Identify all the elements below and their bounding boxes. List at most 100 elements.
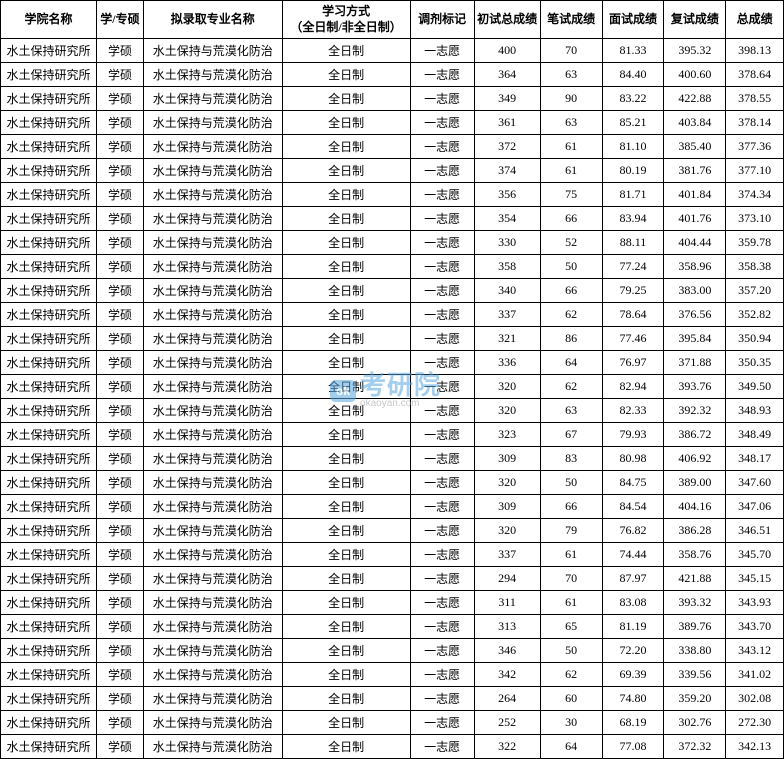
table-cell: 水土保持与荒漠化防治	[143, 111, 282, 135]
table-cell: 80.98	[602, 447, 664, 471]
table-cell: 水土保持研究所	[1, 591, 97, 615]
table-cell: 356	[474, 183, 540, 207]
table-cell: 一志愿	[410, 303, 474, 327]
table-cell: 学硕	[97, 327, 144, 351]
table-cell: 337	[474, 543, 540, 567]
table-header-cell: 学院名称	[1, 1, 97, 39]
table-cell: 341.02	[726, 663, 784, 687]
table-cell: 水土保持研究所	[1, 447, 97, 471]
table-cell: 一志愿	[410, 735, 474, 759]
table-cell: 水土保持与荒漠化防治	[143, 615, 282, 639]
table-cell: 一志愿	[410, 567, 474, 591]
table-cell: 一志愿	[410, 63, 474, 87]
table-cell: 52	[540, 231, 602, 255]
table-cell: 60	[540, 687, 602, 711]
table-row: 水土保持研究所学硕水土保持与荒漠化防治全日制一志愿4007081.33395.3…	[1, 39, 784, 63]
table-row: 水土保持研究所学硕水土保持与荒漠化防治全日制一志愿3465072.20338.8…	[1, 639, 784, 663]
table-cell: 378.14	[726, 111, 784, 135]
table-cell: 水土保持与荒漠化防治	[143, 447, 282, 471]
table-cell: 水土保持研究所	[1, 207, 97, 231]
table-cell: 学硕	[97, 663, 144, 687]
table-cell: 一志愿	[410, 687, 474, 711]
table-cell: 85.21	[602, 111, 664, 135]
table-cell: 水土保持与荒漠化防治	[143, 567, 282, 591]
table-cell: 68.19	[602, 711, 664, 735]
table-row: 水土保持研究所学硕水土保持与荒漠化防治全日制一志愿3366476.97371.8…	[1, 351, 784, 375]
table-cell: 全日制	[282, 207, 410, 231]
table-cell: 76.82	[602, 519, 664, 543]
table-cell: 422.88	[664, 87, 726, 111]
table-cell: 349.50	[726, 375, 784, 399]
table-cell: 水土保持研究所	[1, 63, 97, 87]
table-row: 水土保持研究所学硕水土保持与荒漠化防治全日制一志愿3406679.25383.0…	[1, 279, 784, 303]
table-cell: 水土保持与荒漠化防治	[143, 375, 282, 399]
table-cell: 294	[474, 567, 540, 591]
table-cell: 一志愿	[410, 255, 474, 279]
table-header-cell: 总成绩	[726, 1, 784, 39]
table-cell: 69.39	[602, 663, 664, 687]
table-cell: 水土保持与荒漠化防治	[143, 423, 282, 447]
table-cell: 86	[540, 327, 602, 351]
table-cell: 77.24	[602, 255, 664, 279]
table-cell: 359.20	[664, 687, 726, 711]
table-cell: 学硕	[97, 87, 144, 111]
table-cell: 学硕	[97, 543, 144, 567]
table-cell: 336	[474, 351, 540, 375]
table-cell: 83	[540, 447, 602, 471]
admission-results-table: 学院名称学/专硕拟录取专业名称学习方式（全日制/非全日制）调剂标记初试总成绩笔试…	[0, 0, 784, 759]
table-cell: 75	[540, 183, 602, 207]
table-cell: 50	[540, 639, 602, 663]
table-cell: 水土保持与荒漠化防治	[143, 207, 282, 231]
table-header-cell: 复试成绩	[664, 1, 726, 39]
table-cell: 学硕	[97, 183, 144, 207]
table-cell: 学硕	[97, 687, 144, 711]
table-cell: 62	[540, 303, 602, 327]
table-cell: 水土保持研究所	[1, 279, 97, 303]
table-cell: 学硕	[97, 111, 144, 135]
table-cell: 378.64	[726, 63, 784, 87]
table-cell: 水土保持与荒漠化防治	[143, 63, 282, 87]
table-cell: 一志愿	[410, 543, 474, 567]
table-cell: 一志愿	[410, 519, 474, 543]
table-cell: 320	[474, 375, 540, 399]
table-cell: 一志愿	[410, 327, 474, 351]
table-cell: 350.35	[726, 351, 784, 375]
table-cell: 83.94	[602, 207, 664, 231]
table-cell: 水土保持研究所	[1, 615, 97, 639]
table-cell: 水土保持与荒漠化防治	[143, 495, 282, 519]
table-cell: 水土保持研究所	[1, 303, 97, 327]
table-cell: 346	[474, 639, 540, 663]
table-cell: 358.96	[664, 255, 726, 279]
table-cell: 70	[540, 567, 602, 591]
table-cell: 50	[540, 255, 602, 279]
table-cell: 水土保持研究所	[1, 711, 97, 735]
table-row: 水土保持研究所学硕水土保持与荒漠化防治全日制一志愿3205084.75389.0…	[1, 471, 784, 495]
table-cell: 66	[540, 495, 602, 519]
table-cell: 一志愿	[410, 87, 474, 111]
table-cell: 74.44	[602, 543, 664, 567]
table-cell: 345.15	[726, 567, 784, 591]
table-cell: 全日制	[282, 63, 410, 87]
table-cell: 84.75	[602, 471, 664, 495]
table-cell: 343.93	[726, 591, 784, 615]
table-cell: 水土保持与荒漠化防治	[143, 543, 282, 567]
table-cell: 348.93	[726, 399, 784, 423]
table-header-cell: 笔试成绩	[540, 1, 602, 39]
table-row: 水土保持研究所学硕水土保持与荒漠化防治全日制一志愿3746180.19381.7…	[1, 159, 784, 183]
table-cell: 水土保持与荒漠化防治	[143, 135, 282, 159]
table-cell: 373.10	[726, 207, 784, 231]
table-cell: 323	[474, 423, 540, 447]
table-cell: 全日制	[282, 711, 410, 735]
table-cell: 364	[474, 63, 540, 87]
table-cell: 371.88	[664, 351, 726, 375]
table-cell: 398.13	[726, 39, 784, 63]
table-cell: 水土保持研究所	[1, 663, 97, 687]
table-cell: 404.44	[664, 231, 726, 255]
table-cell: 302.76	[664, 711, 726, 735]
table-cell: 386.28	[664, 519, 726, 543]
table-cell: 62	[540, 375, 602, 399]
table-cell: 404.16	[664, 495, 726, 519]
table-cell: 一志愿	[410, 663, 474, 687]
table-cell: 74.80	[602, 687, 664, 711]
table-cell: 学硕	[97, 471, 144, 495]
